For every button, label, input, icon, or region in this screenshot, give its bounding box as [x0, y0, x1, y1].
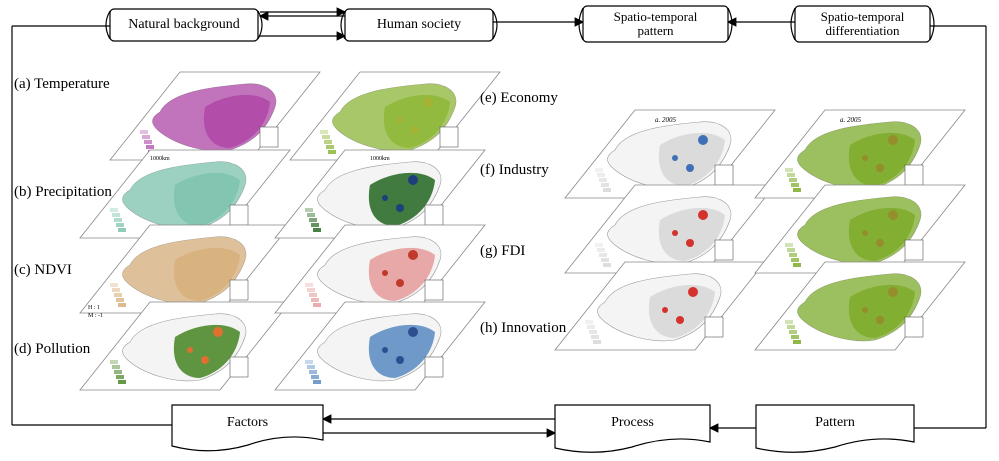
map-ndvi — [79, 224, 291, 314]
factors-label: Factors — [226, 415, 269, 430]
human-society-label: Human society — [376, 17, 462, 32]
label-fdi: (g) FDI — [480, 243, 526, 259]
ndvi-legend-low: M : -1 — [88, 313, 103, 319]
map-temperature — [109, 71, 321, 161]
pattern-box: Pattern — [756, 408, 914, 438]
bottom-box-shapes — [171, 404, 915, 453]
frame-lines — [11, 25, 987, 429]
natural-background-label: Natural background — [128, 17, 240, 32]
map-pattern-2 — [564, 184, 776, 274]
spatio-temporal-pattern-line2: pattern — [637, 23, 674, 38]
label-temperature: (a) Temperature — [14, 76, 110, 92]
process-label: Process — [611, 415, 654, 430]
label-industry: (f) Industry — [480, 162, 549, 178]
spatio-temporal-differentiation-line1: Spatio-temporal — [820, 9, 905, 24]
label-ndvi: (c) NDVI — [14, 262, 72, 278]
top-box-shapes — [105, 5, 935, 43]
natural-background-box: Natural background — [110, 9, 258, 41]
map-layers — [79, 71, 966, 391]
map-diff-2 — [754, 184, 966, 274]
spatio-temporal-pattern-box: Spatio-temporal pattern — [583, 6, 728, 42]
map-diff-1 — [754, 109, 966, 199]
scale-label-economy: 1000km — [370, 156, 390, 162]
flow-arrows — [258, 7, 795, 438]
label-pollution: (d) Pollution — [14, 341, 91, 357]
spatio-temporal-pattern-line1: Spatio-temporal — [613, 9, 698, 24]
human-society-box: Human society — [345, 9, 493, 41]
map-industry — [274, 149, 486, 239]
map-fdi — [274, 224, 486, 314]
label-precipitation: (b) Precipitation — [14, 184, 112, 200]
spatio-temporal-differentiation-box: Spatio-temporal differentiation — [795, 6, 930, 42]
year-label-left: a. 2005 — [655, 116, 676, 124]
year-label-right: a. 2005 — [840, 116, 861, 124]
scale-label-temperature: 1000km — [150, 156, 170, 162]
map-pollution — [79, 301, 291, 391]
pattern-label: Pattern — [815, 415, 855, 430]
spatio-temporal-differentiation-line2: differentiation — [825, 23, 900, 38]
label-economy: (e) Economy — [480, 90, 558, 106]
map-pattern-3 — [554, 261, 766, 351]
ndvi-legend-high: H : 1 — [88, 305, 100, 311]
map-precipitation — [79, 149, 291, 239]
map-diff-3 — [754, 261, 966, 351]
label-innovation: (h) Innovation — [480, 320, 567, 336]
map-innovation — [274, 301, 486, 391]
factors-box: Factors — [172, 408, 323, 438]
process-box: Process — [555, 408, 710, 438]
map-economy — [289, 71, 501, 161]
map-pattern-1 — [564, 109, 776, 199]
